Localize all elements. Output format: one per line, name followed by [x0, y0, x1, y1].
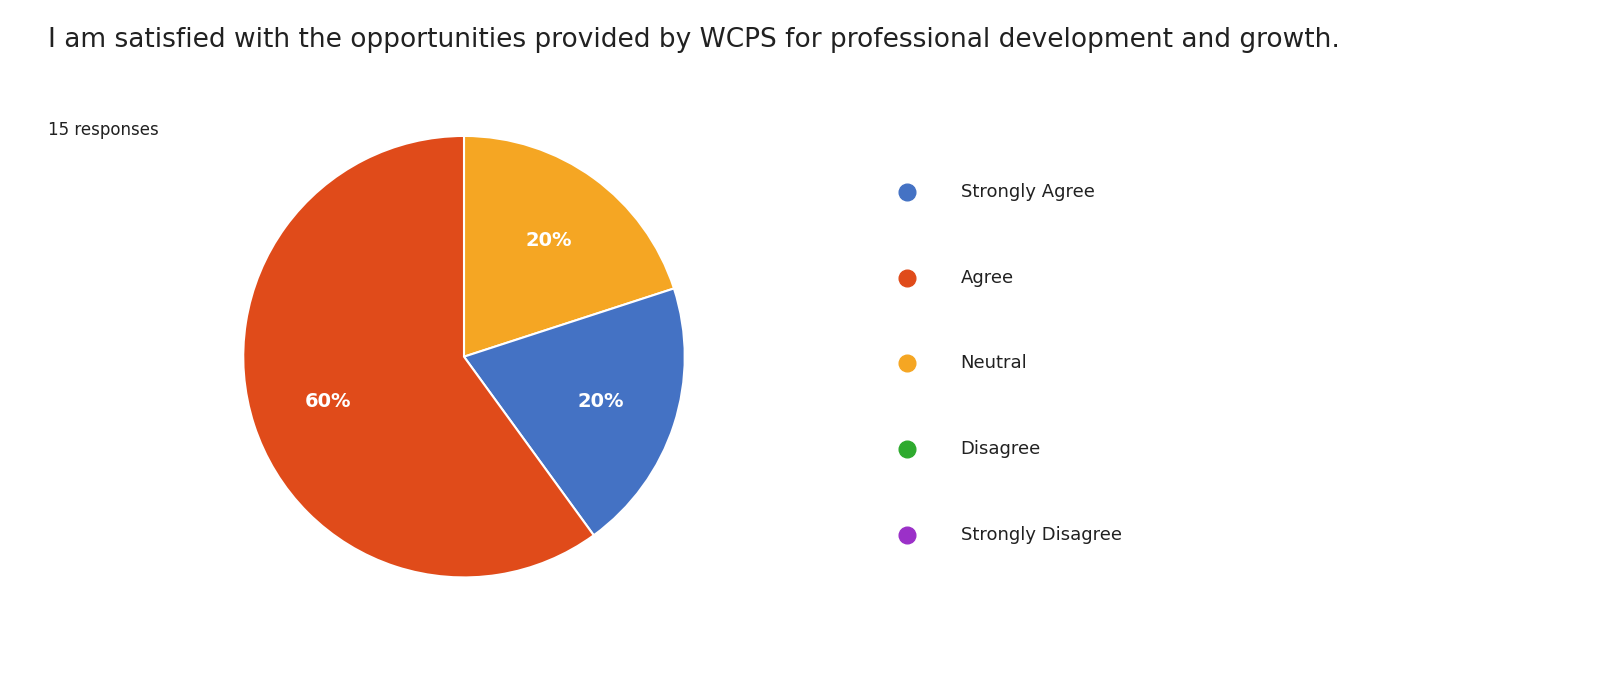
Text: Disagree: Disagree [960, 440, 1042, 458]
Wedge shape [243, 136, 594, 577]
Text: Neutral: Neutral [960, 355, 1027, 372]
Wedge shape [464, 289, 685, 535]
Text: 20%: 20% [525, 231, 571, 250]
Text: I am satisfied with the opportunities provided by WCPS for professional developm: I am satisfied with the opportunities pr… [48, 27, 1339, 53]
Text: 15 responses: 15 responses [48, 121, 158, 139]
Text: Agree: Agree [960, 269, 1014, 287]
Wedge shape [464, 136, 674, 357]
Text: 20%: 20% [578, 392, 624, 411]
Text: 60%: 60% [304, 392, 350, 411]
Text: Strongly Disagree: Strongly Disagree [960, 526, 1122, 544]
Text: Strongly Agree: Strongly Agree [960, 183, 1094, 201]
